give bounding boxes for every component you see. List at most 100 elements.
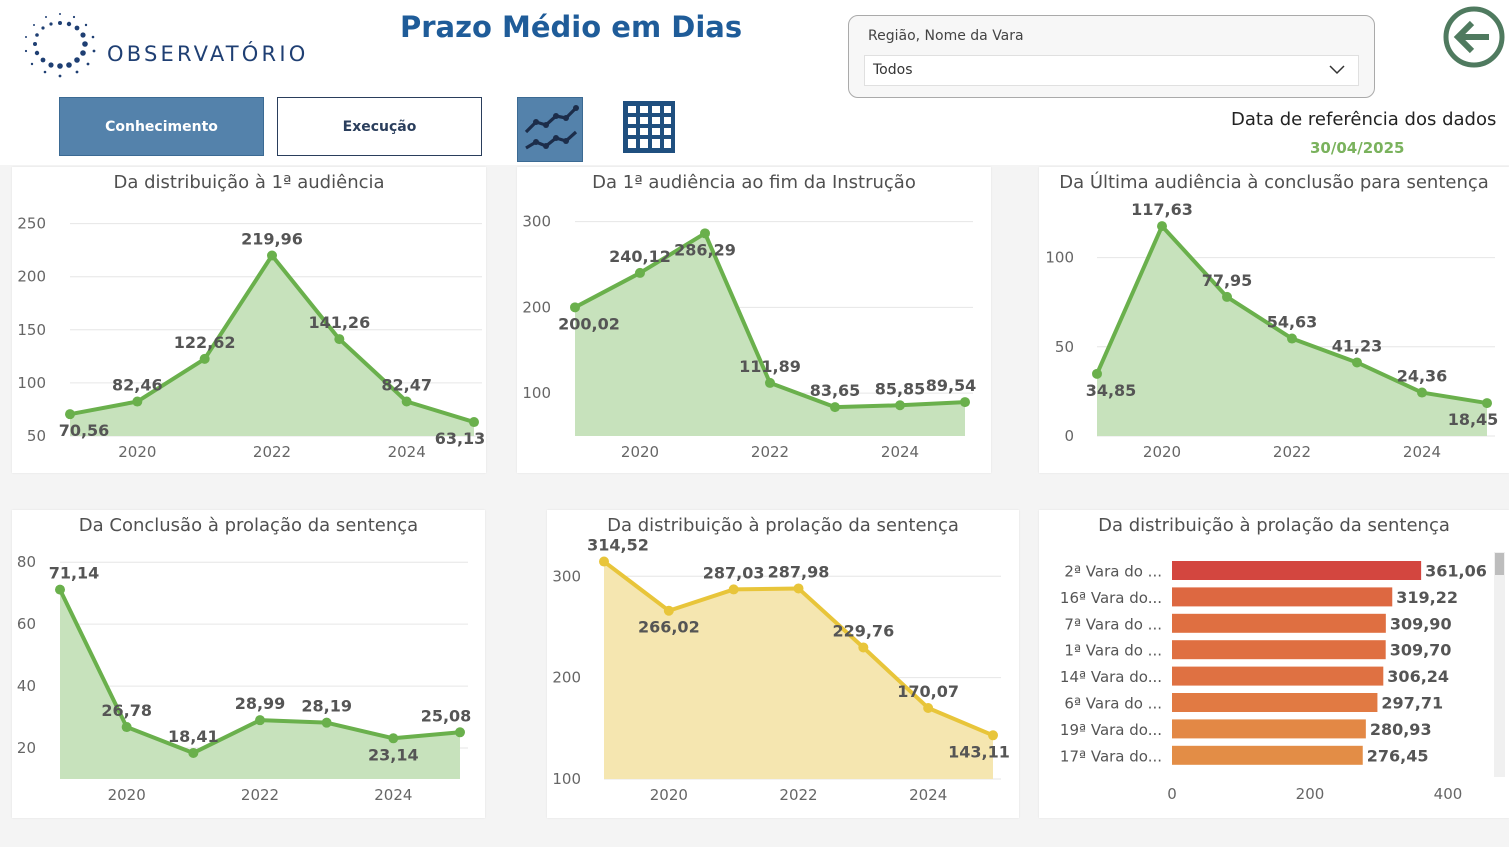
y-tick-label: 250 bbox=[17, 215, 46, 233]
data-point bbox=[188, 747, 199, 758]
data-point bbox=[65, 409, 75, 420]
data-point bbox=[1287, 333, 1297, 344]
y-tick-label: 200 bbox=[522, 298, 551, 316]
data-point bbox=[960, 397, 970, 408]
back-button[interactable] bbox=[1441, 4, 1507, 70]
data-label: 314,52 bbox=[587, 536, 649, 555]
y-tick-label: 80 bbox=[17, 553, 36, 571]
data-label: 26,78 bbox=[101, 701, 152, 720]
data-point bbox=[1092, 368, 1102, 379]
scrollbar-thumb[interactable] bbox=[1495, 553, 1504, 575]
bar-value-label: 280,93 bbox=[1370, 720, 1432, 739]
area-chart: 50 100 150 200 250 2020 2022 2024 70,56 82,46 122,… bbox=[17, 215, 486, 461]
bar bbox=[1172, 719, 1366, 739]
data-label: 25,08 bbox=[421, 706, 472, 725]
tab-conhecimento[interactable]: Conhecimento bbox=[59, 97, 264, 156]
data-point bbox=[1222, 291, 1232, 302]
line-chart-view-button[interactable] bbox=[517, 97, 583, 162]
data-point bbox=[1417, 387, 1427, 398]
bar bbox=[1172, 666, 1384, 686]
x-tick-label: 2022 bbox=[779, 786, 817, 804]
x-tick-label: 2022 bbox=[1273, 443, 1311, 461]
bar-value-label: 276,45 bbox=[1367, 746, 1429, 765]
chart-title: Da 1ª audiência ao fim da Instrução bbox=[592, 172, 916, 193]
y-tick-label: 100 bbox=[522, 384, 551, 402]
bar-category-label: 14ª Vara do... bbox=[1060, 668, 1162, 686]
x-tick-label: 200 bbox=[1296, 785, 1325, 803]
bar bbox=[1172, 640, 1386, 660]
chart-title: Da Última audiência à conclusão para sen… bbox=[1059, 172, 1489, 193]
data-label: 122,62 bbox=[174, 333, 236, 352]
bar-value-label: 309,70 bbox=[1390, 641, 1452, 660]
data-label: 200,02 bbox=[558, 314, 620, 333]
data-point bbox=[1157, 221, 1167, 232]
data-label: 63,13 bbox=[435, 429, 486, 448]
page-title: Prazo Médio em Dias bbox=[400, 10, 743, 44]
data-point bbox=[334, 334, 345, 345]
data-label: 18,45 bbox=[1448, 410, 1499, 429]
chart-panel-ultima-audiencia-conclusao: Da Última audiência à conclusão para sen… bbox=[1039, 167, 1509, 473]
data-label: 23,14 bbox=[368, 745, 419, 764]
y-tick-label: 150 bbox=[17, 321, 46, 339]
bar bbox=[1172, 745, 1363, 765]
data-label: 266,02 bbox=[638, 618, 700, 637]
area-fill bbox=[575, 233, 965, 436]
data-label: 240,12 bbox=[609, 247, 671, 266]
data-label: 77,95 bbox=[1202, 271, 1253, 290]
tab-execucao[interactable]: Execução bbox=[277, 97, 482, 156]
data-point bbox=[923, 702, 934, 713]
y-tick-label: 100 bbox=[1045, 249, 1074, 267]
bar-category-label: 19ª Vara do... bbox=[1060, 721, 1162, 739]
data-label: 219,96 bbox=[241, 230, 303, 249]
data-point bbox=[599, 556, 609, 567]
chevron-down-icon bbox=[1329, 65, 1345, 75]
data-point bbox=[267, 250, 277, 261]
data-label: 85,85 bbox=[875, 379, 926, 398]
filter-panel: Região, Nome da Vara Todos bbox=[848, 15, 1375, 98]
area-fill bbox=[604, 561, 993, 779]
bar-category-label: 1ª Vara do ... bbox=[1064, 642, 1162, 660]
x-tick-label: 2022 bbox=[253, 443, 291, 461]
x-tick-label: 2020 bbox=[621, 443, 659, 461]
data-label: 71,14 bbox=[49, 564, 100, 583]
logo: OBSERVATÓRIO bbox=[0, 0, 392, 78]
bar bbox=[1172, 587, 1393, 607]
y-tick-label: 0 bbox=[1064, 427, 1074, 445]
reference-date-label: Data de referência dos dados bbox=[1231, 109, 1497, 130]
x-tick-label: 2024 bbox=[909, 786, 947, 804]
data-point bbox=[132, 396, 143, 407]
table-grid-icon bbox=[623, 101, 675, 153]
data-point bbox=[988, 730, 998, 741]
bar bbox=[1172, 693, 1378, 712]
y-tick-label: 20 bbox=[17, 739, 36, 757]
region-vara-select[interactable]: Todos bbox=[864, 55, 1359, 86]
data-point bbox=[388, 733, 399, 744]
data-point bbox=[321, 717, 332, 728]
scrollbar[interactable] bbox=[1494, 552, 1505, 777]
x-tick-label: 2024 bbox=[1403, 443, 1441, 461]
chart-panel-conclusao-prolacao: Da Conclusão à prolação da sentença 20 40… bbox=[12, 510, 485, 818]
y-tick-label: 100 bbox=[17, 374, 46, 392]
bar-value-label: 319,22 bbox=[1396, 588, 1458, 607]
area-fill bbox=[1097, 226, 1487, 436]
brand-name: OBSERVATÓRIO bbox=[107, 42, 309, 66]
x-tick-label: 0 bbox=[1167, 785, 1177, 803]
data-label: 41,23 bbox=[1332, 336, 1383, 355]
y-tick-label: 50 bbox=[27, 427, 46, 445]
table-view-button[interactable] bbox=[621, 99, 677, 155]
data-point bbox=[663, 605, 674, 616]
x-tick-label: 2022 bbox=[751, 443, 789, 461]
data-point bbox=[55, 584, 65, 595]
data-point bbox=[121, 722, 132, 733]
bar-value-label: 306,24 bbox=[1387, 667, 1449, 686]
data-label: 24,36 bbox=[1397, 367, 1448, 386]
bar bbox=[1172, 613, 1386, 633]
data-label: 287,03 bbox=[703, 563, 765, 582]
bar-category-label: 16ª Vara do... bbox=[1060, 589, 1162, 607]
y-tick-label: 50 bbox=[1055, 338, 1074, 356]
arrow-left-circle-icon bbox=[1443, 6, 1505, 68]
data-label: 82,46 bbox=[112, 376, 163, 395]
chart-title: Da distribuição à 1ª audiência bbox=[113, 172, 385, 193]
x-tick-label: 400 bbox=[1434, 785, 1463, 803]
